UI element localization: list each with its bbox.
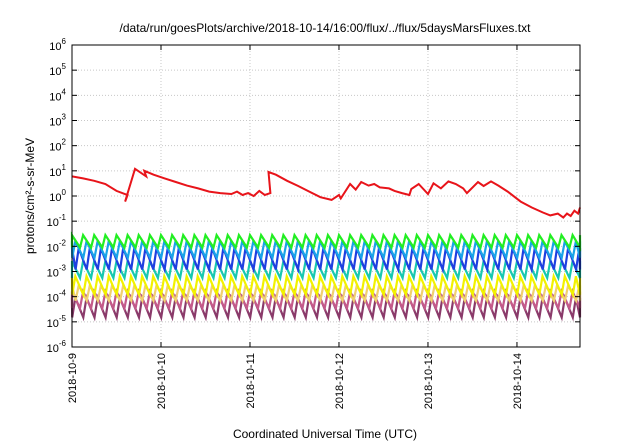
- series-layer: [70, 167, 582, 322]
- y-tick-label: 10-5: [47, 314, 67, 330]
- y-axis-label: protons/cm²-s-sr-MeV: [23, 138, 37, 254]
- y-tick-label: 105: [49, 62, 66, 78]
- y-tick-label: 10-4: [47, 289, 67, 305]
- x-axis-label: Coordinated Universal Time (UTC): [233, 427, 417, 441]
- y-tick-label: 101: [49, 163, 66, 179]
- y-tick-label: 10-6: [47, 339, 67, 355]
- y-tick-label: 104: [49, 87, 66, 103]
- y-tick-label: 106: [49, 37, 66, 53]
- y-tick-label: 100: [49, 188, 66, 204]
- y-tick-label: 10-3: [47, 264, 67, 280]
- x-tick-label: 2018-10-11: [245, 353, 257, 408]
- band-series-line: [70, 237, 582, 262]
- flux-series-line: [71, 167, 581, 219]
- band-series-line: [70, 243, 582, 274]
- y-tick-label: 10-1: [47, 213, 67, 229]
- band-series-line: [70, 282, 582, 304]
- x-tick-label: 2018-10-9: [67, 353, 79, 403]
- y-tick-label: 102: [49, 138, 66, 154]
- x-axis: 2018-10-9 2018-10-10 2018-10-11 2018-10-12 2…: [67, 45, 524, 409]
- band-series-line: [70, 287, 582, 312]
- band-series-line: [70, 272, 582, 299]
- x-tick-label: 2018-10-14: [512, 353, 524, 409]
- y-tick-label: 10-2: [47, 238, 67, 254]
- x-tick-label: 2018-10-12: [334, 353, 346, 409]
- y-tick-label: 103: [49, 113, 66, 129]
- x-tick-label: 2018-10-10: [156, 353, 168, 409]
- band-series-line: [70, 231, 582, 252]
- x-tick-label: 2018-10-13: [423, 353, 435, 409]
- chart-title: /data/run/goesPlots/archive/2018-10-14/1…: [120, 21, 532, 35]
- band-series-line: [70, 257, 582, 282]
